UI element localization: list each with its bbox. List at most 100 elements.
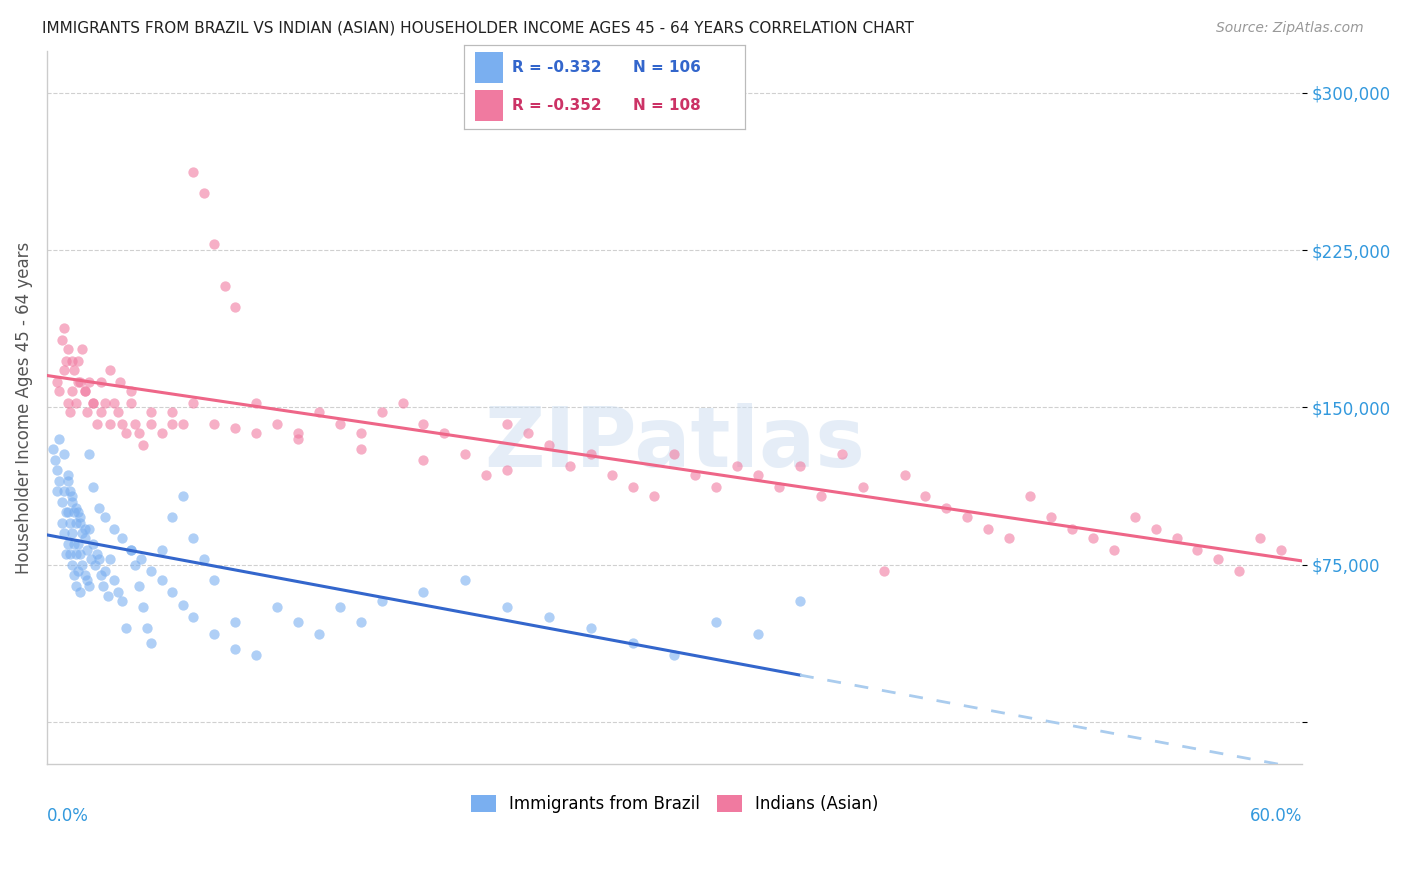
- Point: [59, 405, 82, 419]
- Point: [115, 425, 138, 440]
- Point: [72, 558, 94, 572]
- Point: [94, 564, 117, 578]
- Point: [245, 648, 267, 662]
- Point: [51, 495, 73, 509]
- Point: [202, 417, 225, 432]
- Point: [224, 300, 246, 314]
- Point: [48, 474, 70, 488]
- Point: [73, 384, 96, 398]
- Y-axis label: Householder Income Ages 45 - 64 years: Householder Income Ages 45 - 64 years: [15, 242, 32, 574]
- Point: [287, 432, 309, 446]
- Point: [63, 505, 86, 519]
- Text: 60.0%: 60.0%: [1250, 807, 1302, 825]
- Point: [496, 417, 519, 432]
- Point: [1102, 543, 1125, 558]
- Point: [579, 447, 602, 461]
- Point: [129, 551, 152, 566]
- Point: [120, 384, 142, 398]
- Point: [46, 484, 69, 499]
- Text: IMMIGRANTS FROM BRAZIL VS INDIAN (ASIAN) HOUSEHOLDER INCOME AGES 45 - 64 YEARS C: IMMIGRANTS FROM BRAZIL VS INDIAN (ASIAN)…: [42, 21, 914, 36]
- Point: [72, 342, 94, 356]
- Point: [72, 526, 94, 541]
- Point: [60, 354, 83, 368]
- Point: [558, 459, 581, 474]
- Point: [77, 579, 100, 593]
- Point: [132, 599, 155, 614]
- Point: [55, 505, 77, 519]
- Point: [193, 551, 215, 566]
- Point: [150, 573, 173, 587]
- Point: [162, 585, 184, 599]
- Point: [67, 354, 90, 368]
- Point: [350, 615, 373, 629]
- Point: [852, 480, 875, 494]
- Point: [52, 320, 75, 334]
- Text: R = -0.332: R = -0.332: [512, 60, 602, 75]
- Point: [124, 558, 146, 572]
- Point: [98, 417, 121, 432]
- Point: [42, 442, 65, 457]
- Point: [65, 516, 87, 530]
- Point: [98, 551, 121, 566]
- Point: [60, 384, 83, 398]
- Point: [350, 442, 373, 457]
- Point: [370, 593, 392, 607]
- Point: [86, 548, 108, 562]
- Point: [90, 568, 112, 582]
- Point: [181, 396, 204, 410]
- Point: [193, 186, 215, 201]
- Point: [63, 568, 86, 582]
- Point: [141, 564, 163, 578]
- Point: [245, 396, 267, 410]
- Point: [475, 467, 498, 482]
- Point: [67, 564, 90, 578]
- Text: ZIPatlas: ZIPatlas: [484, 402, 865, 483]
- Point: [893, 467, 915, 482]
- Point: [308, 627, 330, 641]
- Point: [69, 509, 91, 524]
- Point: [224, 641, 246, 656]
- Point: [141, 405, 163, 419]
- Point: [162, 405, 184, 419]
- Point: [704, 480, 727, 494]
- Point: [44, 453, 66, 467]
- Point: [120, 396, 142, 410]
- Point: [370, 405, 392, 419]
- Point: [454, 573, 477, 587]
- Point: [59, 548, 82, 562]
- Point: [107, 585, 129, 599]
- Point: [1060, 522, 1083, 536]
- Point: [103, 396, 125, 410]
- Point: [162, 417, 184, 432]
- Point: [120, 543, 142, 558]
- Point: [496, 463, 519, 477]
- Point: [108, 376, 131, 390]
- Point: [124, 417, 146, 432]
- Text: Source: ZipAtlas.com: Source: ZipAtlas.com: [1216, 21, 1364, 35]
- Point: [956, 509, 979, 524]
- Point: [150, 543, 173, 558]
- Point: [69, 585, 91, 599]
- Point: [63, 362, 86, 376]
- Point: [111, 417, 134, 432]
- Point: [51, 334, 73, 348]
- Point: [89, 501, 111, 516]
- Point: [132, 438, 155, 452]
- Point: [76, 405, 98, 419]
- Point: [172, 417, 194, 432]
- Text: R = -0.352: R = -0.352: [512, 98, 602, 113]
- Point: [600, 467, 623, 482]
- Point: [141, 417, 163, 432]
- Point: [391, 396, 413, 410]
- Point: [73, 384, 96, 398]
- Point: [517, 425, 540, 440]
- Point: [82, 480, 104, 494]
- Text: 0.0%: 0.0%: [46, 807, 89, 825]
- Point: [80, 551, 103, 566]
- Point: [914, 489, 936, 503]
- Point: [128, 579, 150, 593]
- Point: [48, 384, 70, 398]
- Point: [56, 505, 79, 519]
- Point: [664, 447, 686, 461]
- Point: [747, 627, 769, 641]
